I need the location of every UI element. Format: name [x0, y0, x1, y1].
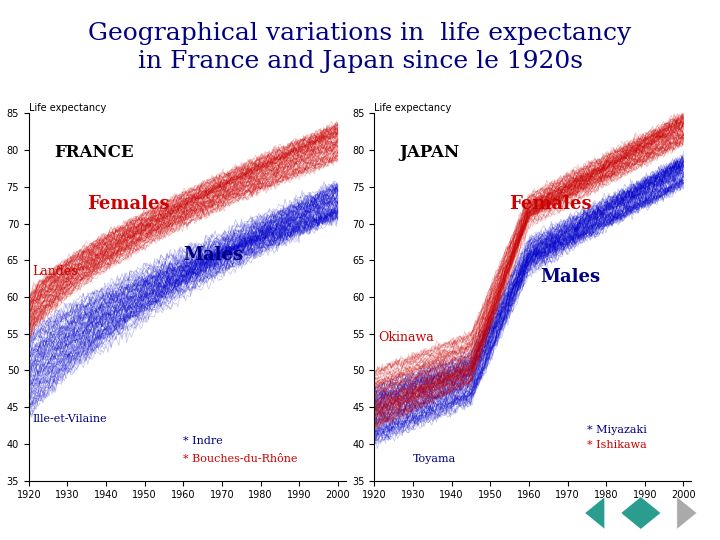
Text: Geographical variations in  life expectancy
in France and Japan since le 1920s: Geographical variations in life expectan… — [89, 22, 631, 73]
Text: Ille-et-Vilaine: Ille-et-Vilaine — [32, 414, 107, 424]
Polygon shape — [621, 497, 661, 529]
Text: Toyama: Toyama — [413, 454, 456, 464]
Text: * Ishikawa: * Ishikawa — [587, 440, 647, 450]
Text: Males: Males — [541, 268, 600, 286]
Text: FRANCE: FRANCE — [54, 145, 134, 161]
Text: Life expectancy: Life expectancy — [374, 103, 451, 113]
Text: Males: Males — [184, 246, 243, 264]
Polygon shape — [585, 497, 605, 529]
Text: Females: Females — [510, 195, 593, 213]
Text: Okinawa: Okinawa — [378, 331, 434, 344]
Text: JAPAN: JAPAN — [400, 145, 460, 161]
Text: Life expectancy: Life expectancy — [29, 103, 106, 113]
Polygon shape — [677, 497, 697, 529]
Text: Females: Females — [86, 195, 169, 213]
Text: * Bouches-du-Rhône: * Bouches-du-Rhône — [184, 454, 298, 464]
Text: * Miyazaki: * Miyazaki — [587, 425, 647, 435]
Text: Landes: Landes — [32, 265, 78, 278]
Text: * Indre: * Indre — [184, 436, 223, 446]
